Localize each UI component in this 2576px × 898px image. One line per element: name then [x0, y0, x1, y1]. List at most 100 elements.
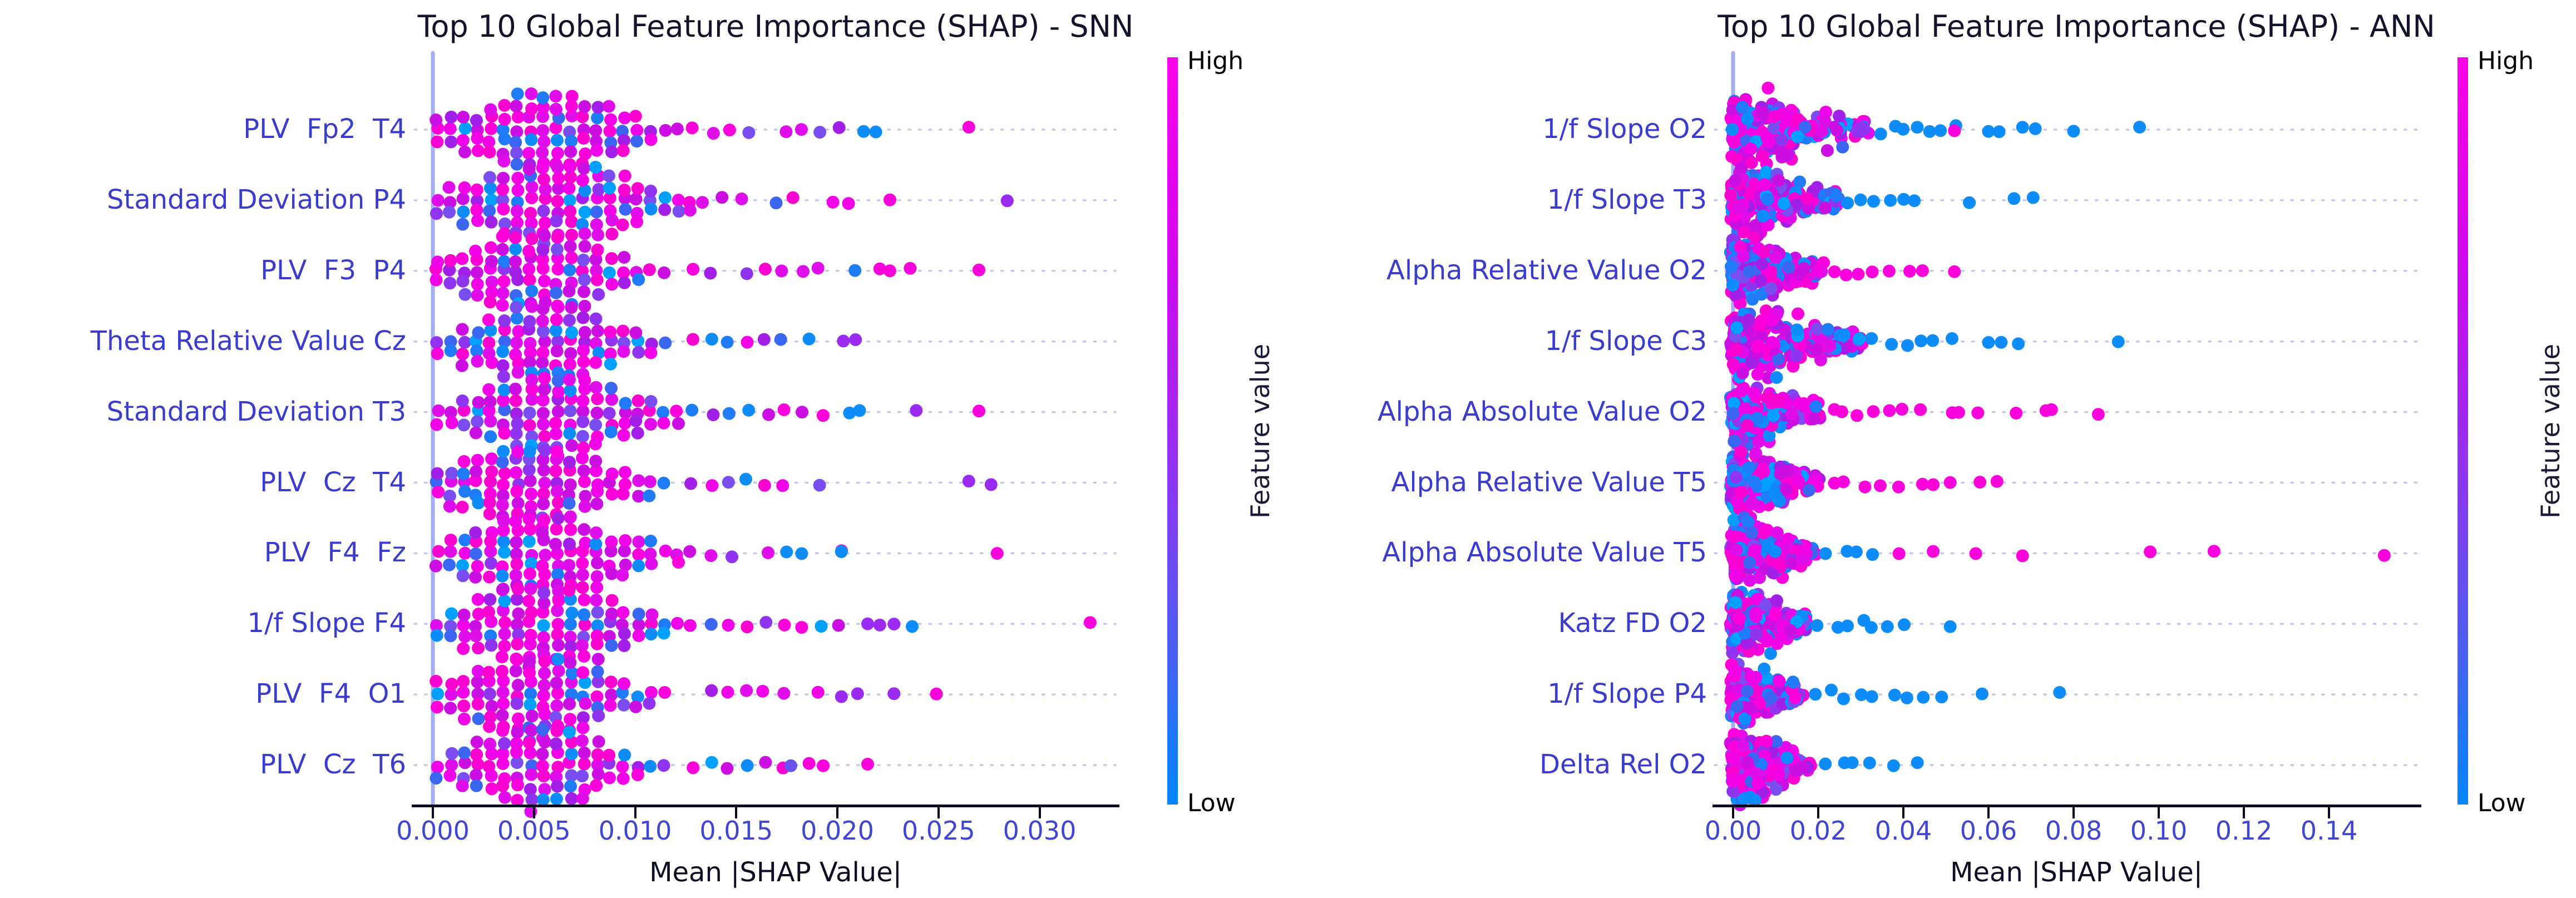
- shap-dot: [485, 782, 499, 796]
- shap-dot: [443, 769, 457, 782]
- shap-dot: [616, 487, 630, 501]
- shap-dot: [644, 628, 658, 641]
- shap-dot: [443, 122, 457, 135]
- shap-dot: [589, 437, 602, 451]
- shap-dot: [576, 581, 589, 594]
- shap-dot: [510, 557, 524, 571]
- colorbar-snn: [1167, 57, 1178, 805]
- shap-dot: [1881, 620, 1894, 633]
- shap-dot: [1745, 496, 1758, 510]
- shap-dot: [524, 474, 537, 487]
- shap-dot: [591, 243, 604, 256]
- shap-dot: [1743, 574, 1756, 587]
- shap-dot: [1837, 475, 1850, 489]
- shap-dot: [536, 91, 550, 105]
- shap-dot: [705, 333, 718, 346]
- shap-dot: [550, 344, 564, 358]
- shap-dot: [1841, 619, 1854, 633]
- shap-dot: [670, 122, 684, 136]
- y-axis-label: Theta Relative Value Cz: [90, 325, 406, 357]
- shap-dot: [1787, 675, 1800, 689]
- x-axis-tick: [1732, 806, 1734, 818]
- shap-dot: [525, 487, 538, 501]
- shap-dot: [2053, 686, 2066, 699]
- shap-dot: [537, 497, 550, 511]
- shap-dot: [1884, 194, 1897, 207]
- shap-dot: [591, 111, 604, 125]
- shap-dot: [443, 558, 456, 571]
- shap-dot: [511, 582, 525, 595]
- shap-dot: [469, 526, 482, 539]
- y-axis-label: PLV Cz T6: [260, 748, 406, 780]
- shap-dot: [1768, 487, 1782, 500]
- shap-dot: [1726, 647, 1739, 659]
- shap-dot: [550, 522, 563, 536]
- shap-dot: [1740, 637, 1754, 650]
- shap-dot: [618, 639, 631, 652]
- shap-dot: [742, 126, 756, 139]
- shap-dot: [458, 534, 472, 547]
- shap-dot: [739, 472, 752, 486]
- shap-dot: [510, 427, 523, 440]
- shap-dot: [1948, 265, 1961, 278]
- shap-dot: [722, 407, 736, 420]
- shap-dot: [1855, 688, 1868, 702]
- shap-dot: [536, 793, 550, 806]
- shap-dot: [683, 545, 697, 558]
- shap-dot: [483, 496, 496, 509]
- shap-dot: [786, 191, 800, 204]
- shap-dot: [1854, 193, 1867, 206]
- shap-dot: [470, 736, 483, 749]
- shap-dot: [1729, 471, 1743, 484]
- shap-dot: [497, 155, 511, 167]
- shap-dot: [861, 617, 874, 630]
- shap-dot: [631, 426, 644, 440]
- shap-dot: [1866, 265, 1879, 279]
- shap-dot: [605, 278, 619, 291]
- shap-dot: [657, 759, 670, 772]
- shap-dot: [1742, 461, 1755, 475]
- shap-dot: [1772, 352, 1785, 366]
- shap-dot: [578, 746, 591, 759]
- x-tick-label: 0.12: [2215, 816, 2273, 846]
- shap-dot: [498, 335, 511, 348]
- shap-dot: [1911, 121, 1924, 134]
- shap-dot: [1792, 474, 1805, 487]
- shap-dot: [802, 332, 816, 346]
- shap-dot: [1729, 569, 1742, 582]
- shap-dot: [578, 299, 591, 313]
- shap-dot: [552, 171, 565, 185]
- shap-dot: [906, 620, 919, 633]
- shap-dot: [590, 273, 604, 287]
- shap-dot: [471, 664, 485, 678]
- shap-dot: [470, 204, 483, 216]
- shap-dot: [564, 779, 577, 793]
- shap-dot: [524, 582, 537, 595]
- shap-dot: [1874, 479, 1887, 492]
- shap-dot: [577, 253, 590, 267]
- shap-dot: [565, 688, 578, 701]
- shap-dot: [551, 512, 565, 525]
- shap-dot: [644, 133, 658, 146]
- shap-dot: [471, 214, 484, 227]
- shap-dot: [510, 100, 523, 113]
- shap-dot: [1730, 544, 1743, 557]
- shap-dot: [1943, 620, 1957, 633]
- shap-dot: [619, 558, 632, 571]
- shap-dot: [605, 467, 619, 481]
- shap-dot: [482, 674, 496, 688]
- shap-dot: [537, 463, 550, 477]
- shap-dot: [672, 205, 685, 218]
- shap-dot: [455, 359, 468, 372]
- shap-dot: [522, 244, 535, 258]
- shap-dot: [657, 416, 670, 430]
- shap-dot: [884, 264, 896, 278]
- shap-dot: [563, 697, 576, 710]
- shap-dot: [549, 90, 562, 103]
- x-axis-tick: [735, 806, 738, 818]
- shap-dot: [604, 136, 618, 149]
- shap-dot: [1865, 332, 1878, 345]
- shap-dot: [590, 135, 603, 148]
- shap-dot: [1753, 697, 1766, 710]
- shap-dot: [605, 214, 619, 227]
